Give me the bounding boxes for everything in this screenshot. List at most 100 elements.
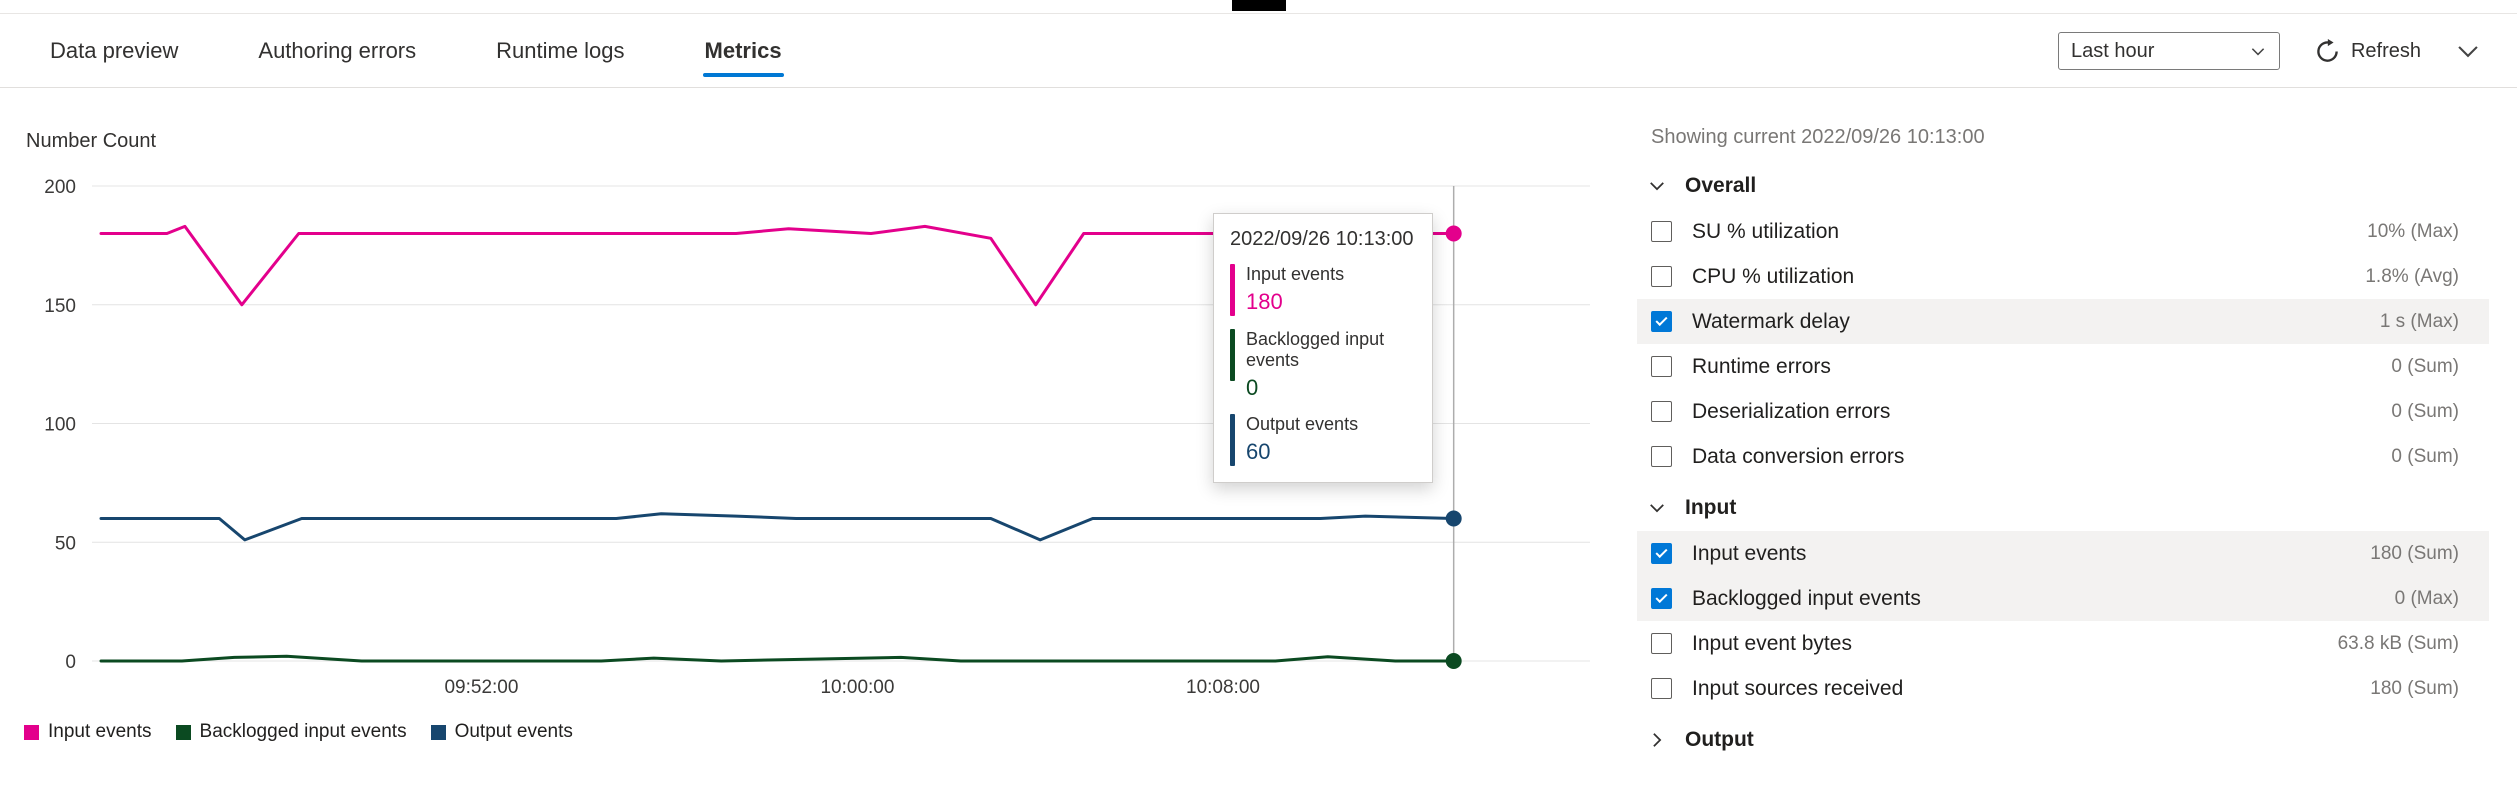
metric-label: Input event bytes [1692, 631, 1852, 655]
metric-row-input-event-bytes[interactable]: Input event bytes 63.8 kB (Sum) [1637, 621, 2489, 666]
metric-row-su-utilization[interactable]: SU % utilization 10% (Max) [1637, 209, 2489, 254]
svg-text:100: 100 [44, 415, 76, 436]
tab-label: Metrics [704, 38, 782, 63]
checkbox[interactable] [1651, 221, 1672, 242]
tab-authoring-errors[interactable]: Authoring errors [258, 15, 416, 87]
metric-row-backlogged-input-events[interactable]: Backlogged input events 0 (Max) [1637, 576, 2489, 621]
legend-item: Output events [430, 721, 573, 743]
legend-swatch [430, 724, 446, 740]
pane-drag-handle[interactable] [1231, 0, 1286, 11]
tooltip-entry: Backlogged input events 0 [1230, 329, 1416, 401]
section-title: Output [1685, 728, 1754, 751]
checkbox[interactable] [1651, 266, 1672, 287]
metric-value: 0 (Max) [2394, 587, 2459, 609]
metric-label: Watermark delay [1692, 309, 1850, 333]
metric-value: 180 (Sum) [2370, 542, 2459, 564]
section-title: Overall [1685, 174, 1757, 197]
metric-label: Data conversion errors [1692, 444, 1905, 468]
check-icon [1655, 313, 1668, 327]
showing-current-label: Showing current 2022/09/26 10:13:00 [1651, 126, 1985, 148]
metric-value: 0 (Sum) [2391, 400, 2459, 422]
tooltip-series-label: Input events [1246, 264, 1345, 284]
tab-label: Data preview [50, 38, 179, 63]
tooltip-series-label: Output events [1246, 414, 1359, 434]
legend-label: Backlogged input events [199, 721, 407, 742]
metrics-selector-panel: Showing current 2022/09/26 10:13:00 Over… [1637, 88, 2517, 785]
metric-label: Runtime errors [1692, 354, 1831, 378]
tabs: Data preview Authoring errors Runtime lo… [50, 15, 784, 87]
checkbox[interactable] [1651, 678, 1672, 699]
section-output[interactable]: Output [1637, 717, 2517, 763]
tooltip-series-value: 0 [1246, 375, 1259, 400]
tab-bar: Data preview Authoring errors Runtime lo… [0, 15, 2517, 88]
metric-value: 63.8 kB (Sum) [2337, 632, 2459, 654]
tab-label: Authoring errors [258, 38, 417, 63]
svg-text:0: 0 [65, 652, 76, 673]
checkbox[interactable] [1651, 633, 1672, 654]
section-title: Input [1685, 496, 1737, 519]
refresh-button[interactable]: Refresh [2314, 38, 2421, 65]
metric-label: Deserialization errors [1692, 399, 1891, 423]
tab-data-preview[interactable]: Data preview [50, 15, 178, 87]
svg-text:150: 150 [44, 296, 76, 317]
metric-row-input-events[interactable]: Input events 180 (Sum) [1637, 531, 2489, 576]
section-overall[interactable]: Overall [1637, 163, 2517, 209]
chevron-down-icon [1650, 182, 1664, 191]
metric-label: Input sources received [1692, 676, 1904, 700]
tooltip-entry: Input events 180 [1230, 264, 1416, 316]
metric-value: 0 (Sum) [2391, 355, 2459, 377]
check-icon [1655, 545, 1668, 559]
metric-row-cpu-utilization[interactable]: CPU % utilization 1.8% (Avg) [1637, 254, 2489, 299]
metric-value: 0 (Sum) [2391, 445, 2459, 467]
metric-label: Input events [1692, 541, 1807, 565]
tooltip-series-value: 60 [1246, 439, 1271, 464]
tooltip-series-label: Backlogged input events [1246, 329, 1385, 370]
chart-legend: Input events Backlogged input events Out… [24, 721, 573, 743]
time-range-dropdown[interactable]: Last hour [2057, 32, 2280, 70]
svg-text:09:52:00: 09:52:00 [444, 677, 518, 698]
series-color-bar [1230, 414, 1235, 466]
tab-metrics[interactable]: Metrics [702, 15, 784, 87]
tab-label: Runtime logs [496, 38, 625, 63]
metric-row-deserialization-errors[interactable]: Deserialization errors 0 (Sum) [1637, 389, 2489, 434]
metric-row-runtime-errors[interactable]: Runtime errors 0 (Sum) [1637, 344, 2489, 389]
metric-value: 1 s (Max) [2379, 310, 2459, 332]
metrics-chart: Number Count 0 50 100 150 200 09:52:00 10:00:0… [0, 88, 1620, 785]
legend-item: Input events [24, 721, 152, 743]
legend-item: Backlogged input events [175, 721, 407, 743]
svg-text:50: 50 [55, 533, 76, 554]
metric-row-data-conversion-errors[interactable]: Data conversion errors 0 (Sum) [1637, 434, 2489, 479]
metric-row-input-sources-received[interactable]: Input sources received 180 (Sum) [1637, 666, 2489, 711]
legend-swatch [24, 724, 39, 740]
metric-value: 180 (Sum) [2370, 677, 2459, 699]
toolbar-right: Last hour Refresh [2057, 32, 2481, 70]
refresh-label: Refresh [2350, 39, 2421, 62]
refresh-icon [2317, 38, 2338, 62]
metric-label: SU % utilization [1692, 219, 1840, 243]
checkbox[interactable] [1651, 311, 1672, 332]
checkbox[interactable] [1651, 356, 1672, 377]
checkbox[interactable] [1651, 588, 1672, 609]
legend-label: Output events [454, 721, 573, 742]
series-color-bar [1230, 329, 1235, 381]
collapse-pane-chevron-icon[interactable] [2455, 38, 2481, 64]
tooltip-series-value: 180 [1246, 289, 1283, 314]
legend-swatch [175, 724, 191, 740]
svg-text:10:08:00: 10:08:00 [1186, 677, 1260, 698]
metric-value: 10% (Max) [2367, 220, 2459, 242]
chart-axis-title: Number Count [26, 130, 157, 152]
checkbox[interactable] [1651, 446, 1672, 467]
check-icon [1655, 590, 1668, 604]
metric-label: Backlogged input events [1692, 586, 1921, 610]
metric-value: 1.8% (Avg) [2365, 265, 2459, 287]
metric-label: CPU % utilization [1692, 264, 1855, 288]
checkbox[interactable] [1651, 543, 1672, 564]
checkbox[interactable] [1651, 401, 1672, 422]
series-color-bar [1230, 264, 1235, 316]
chevron-down-icon [1650, 504, 1664, 513]
metric-row-watermark-delay[interactable]: Watermark delay 1 s (Max) [1637, 299, 2489, 344]
legend-label: Input events [48, 721, 152, 742]
tab-runtime-logs[interactable]: Runtime logs [496, 15, 624, 87]
section-input[interactable]: Input [1637, 485, 2517, 531]
